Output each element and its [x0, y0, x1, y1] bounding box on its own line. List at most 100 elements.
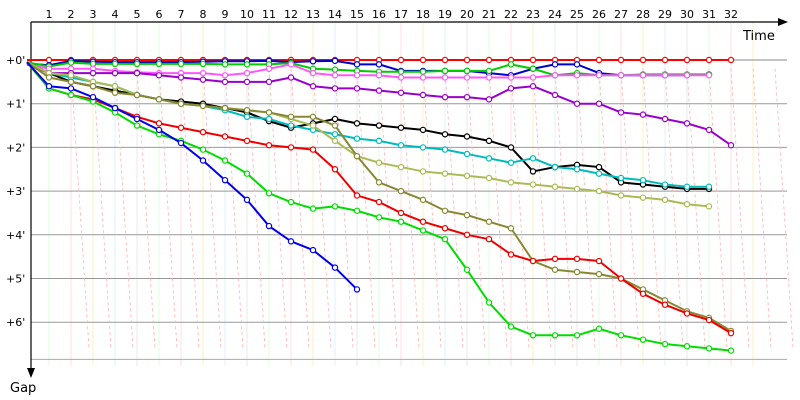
data-point — [67, 78, 75, 86]
x-tick-label: 22 — [504, 8, 518, 21]
data-point — [683, 310, 691, 317]
data-point — [705, 345, 713, 352]
guide-line — [246, 68, 266, 349]
x-tick-label: 18 — [416, 8, 430, 21]
data-point — [243, 61, 251, 68]
data-point — [529, 155, 537, 162]
data-point — [309, 122, 317, 129]
data-point — [419, 227, 427, 234]
data-point — [727, 329, 735, 337]
data-point — [287, 61, 295, 68]
x-tick-label: 12 — [284, 8, 298, 21]
data-point — [661, 340, 669, 348]
x-tick-label: 13 — [306, 8, 320, 21]
data-point — [551, 72, 559, 79]
data-point — [397, 89, 405, 96]
data-point — [595, 257, 603, 265]
data-point — [595, 56, 603, 64]
x-tick-label: 1 — [46, 8, 53, 21]
x-tick-label: 24 — [548, 8, 562, 21]
x-tick-label: 28 — [636, 8, 650, 21]
data-point — [507, 225, 515, 232]
y-axis-arrow — [27, 368, 35, 378]
data-point — [419, 74, 427, 81]
data-point — [89, 93, 97, 101]
data-point — [441, 131, 449, 138]
data-point — [419, 218, 427, 225]
data-point — [507, 179, 515, 186]
data-point — [331, 72, 339, 79]
data-point — [375, 122, 383, 129]
guide-line — [532, 68, 552, 349]
guide-line — [92, 68, 112, 349]
y-tick-label: +2' — [6, 141, 25, 154]
x-tick-label: 8 — [200, 8, 207, 21]
data-point — [661, 181, 669, 188]
guide-line — [224, 68, 244, 349]
data-point — [265, 65, 273, 72]
data-point — [463, 74, 471, 81]
data-point — [683, 201, 691, 208]
data-point — [617, 192, 625, 199]
x-tick-label: 19 — [438, 8, 452, 21]
data-point — [529, 168, 537, 175]
data-point — [639, 336, 647, 343]
data-point — [463, 172, 471, 180]
data-point — [463, 133, 471, 140]
data-point — [199, 69, 207, 77]
series-10 — [26, 61, 735, 354]
data-point — [507, 144, 515, 151]
data-point — [67, 85, 75, 92]
data-point — [661, 301, 669, 308]
data-point — [419, 144, 427, 151]
data-point — [199, 76, 207, 83]
data-point — [287, 74, 295, 81]
data-point — [441, 74, 449, 81]
data-point — [485, 174, 493, 182]
data-point — [507, 159, 515, 166]
data-point — [221, 133, 229, 140]
data-point — [683, 72, 691, 79]
data-point — [331, 122, 339, 129]
tick-labels: 1 2 3 4 5 6 7 8 9 10 11 12 13 14 15 16 17 18 19 20 21 22 23 24 2… — [6, 8, 775, 396]
data-point — [67, 59, 75, 66]
data-point — [463, 93, 471, 101]
x-tick-label: 25 — [570, 8, 584, 21]
data-point — [221, 78, 229, 86]
data-point — [705, 72, 713, 79]
data-point — [309, 83, 317, 90]
data-point — [463, 67, 471, 75]
data-point — [463, 211, 471, 219]
data-point — [507, 251, 515, 258]
data-point — [89, 83, 97, 90]
data-point — [133, 60, 141, 68]
data-point — [617, 109, 625, 116]
data-point — [89, 69, 97, 77]
axes — [27, 18, 788, 378]
series-11 — [26, 61, 361, 293]
data-point — [485, 137, 493, 145]
x-tick-label: 20 — [460, 8, 474, 21]
data-point — [331, 203, 339, 210]
data-point — [485, 235, 493, 243]
data-point — [243, 69, 251, 77]
data-point — [507, 323, 515, 330]
series-line — [26, 63, 709, 79]
data-point — [397, 163, 405, 171]
data-point — [705, 203, 713, 210]
data-point — [485, 74, 493, 81]
data-point — [177, 74, 185, 81]
data-point — [221, 104, 229, 112]
guide-line — [708, 68, 728, 349]
y-tick-label: +4' — [6, 229, 25, 242]
x-tick-label: 6 — [156, 8, 163, 21]
x-tick-label: 2 — [68, 8, 75, 21]
data-point — [177, 100, 185, 107]
guide-line — [510, 68, 530, 349]
y-tick-label: +6' — [6, 316, 25, 329]
x-tick-label: 23 — [526, 8, 540, 21]
data-point — [375, 87, 383, 94]
data-point — [551, 91, 559, 99]
guide-line — [202, 68, 222, 349]
